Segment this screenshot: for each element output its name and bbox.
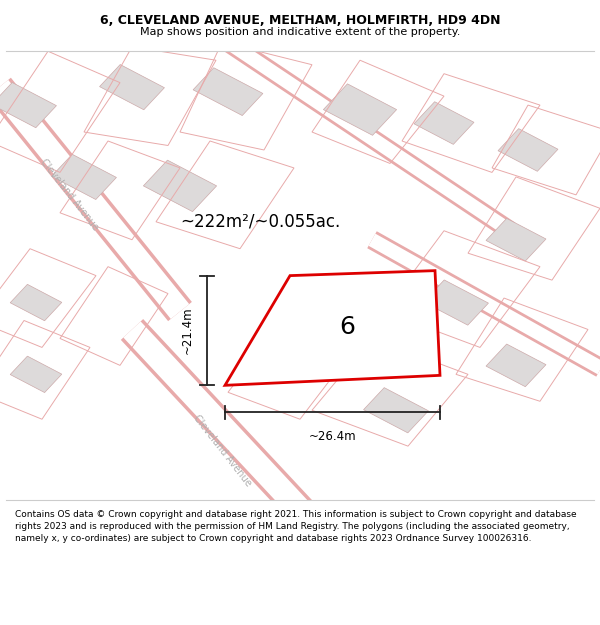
Polygon shape xyxy=(193,68,263,116)
Polygon shape xyxy=(414,102,474,144)
Text: ~26.4m: ~26.4m xyxy=(308,431,356,444)
Polygon shape xyxy=(10,284,62,321)
Polygon shape xyxy=(486,344,546,387)
Polygon shape xyxy=(486,218,546,261)
Polygon shape xyxy=(143,160,217,212)
Text: 6: 6 xyxy=(340,315,356,339)
Polygon shape xyxy=(0,82,56,127)
Text: ~21.4m: ~21.4m xyxy=(181,306,194,354)
Text: Cleveland Avenue: Cleveland Avenue xyxy=(191,413,253,488)
Polygon shape xyxy=(52,154,116,199)
Polygon shape xyxy=(323,84,397,136)
Polygon shape xyxy=(100,64,164,110)
Polygon shape xyxy=(364,388,428,433)
Text: ~222m²/~0.055ac.: ~222m²/~0.055ac. xyxy=(180,213,340,231)
Polygon shape xyxy=(498,129,558,171)
Text: 6, CLEVELAND AVENUE, MELTHAM, HOLMFIRTH, HD9 4DN: 6, CLEVELAND AVENUE, MELTHAM, HOLMFIRTH,… xyxy=(100,14,500,28)
Polygon shape xyxy=(225,271,440,386)
Text: Contains OS data © Crown copyright and database right 2021. This information is : Contains OS data © Crown copyright and d… xyxy=(15,510,577,542)
Text: Cleveland Avenue: Cleveland Avenue xyxy=(38,158,100,232)
Polygon shape xyxy=(424,280,488,325)
Polygon shape xyxy=(10,356,62,392)
Text: Map shows position and indicative extent of the property.: Map shows position and indicative extent… xyxy=(140,27,460,37)
